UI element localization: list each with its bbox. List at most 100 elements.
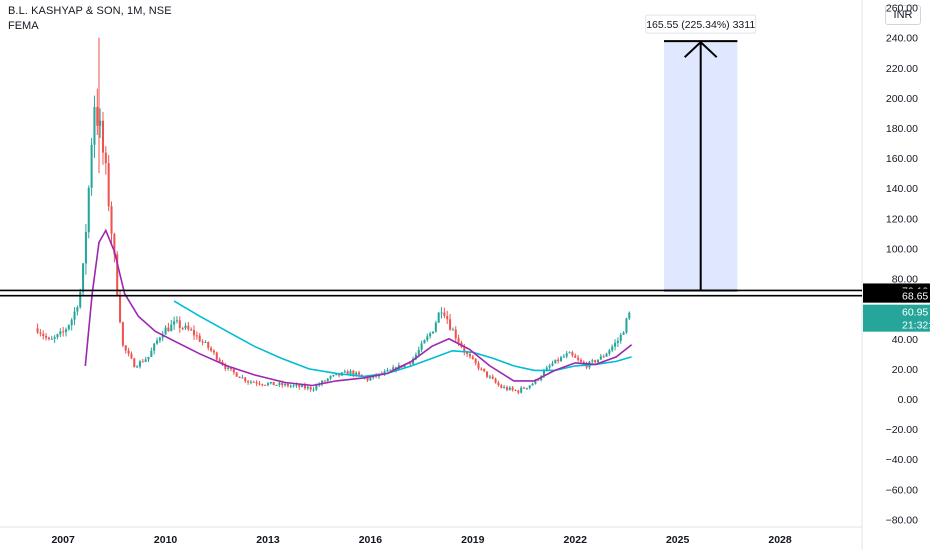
candle-body [616,340,619,343]
candle-body [269,381,272,384]
candle-body [244,377,247,382]
candle-body [466,352,469,355]
candle-body [386,370,389,372]
candle-body [329,376,332,379]
price-axis[interactable]: 260.00 240.00 220.00 200.00 180.00 160.00 140.… [886,3,919,527]
candle-body [437,312,440,323]
candle-body [321,380,324,385]
candle-body [591,360,594,362]
candle-body [119,295,122,323]
candle-body [602,356,605,358]
candle-body [286,383,289,387]
candle-body [366,377,369,381]
candle-body [101,120,105,153]
level-price-tag [863,288,930,303]
x-tick-label: 2028 [768,534,792,546]
candle-body [625,318,628,333]
candle-body [93,106,96,145]
candle-body [107,163,110,207]
candle-body [545,367,548,372]
candle-body [36,328,39,333]
candle-body [45,336,48,338]
candle-body [64,329,68,333]
candle-body [289,385,292,387]
candle-body [227,367,230,369]
candle-body [144,359,147,362]
candle-body [611,346,614,351]
candle-body [579,359,582,362]
candle-body [608,350,611,354]
candle-body [309,386,312,390]
candle-body [79,291,82,308]
x-tick-label: 2013 [256,534,280,546]
candle-body [429,333,432,337]
candle-body [56,334,59,338]
candle-body [84,232,87,264]
candle-body [491,376,494,379]
candle-body [409,363,412,365]
candle-body [352,370,355,376]
candle-body [184,325,187,329]
candle-body [323,380,326,382]
candle-body [488,376,491,378]
candle-body [235,372,238,377]
candle-body [190,329,193,331]
candle-body [113,233,116,255]
candle-body [110,206,113,234]
candle-body [50,338,53,340]
candle-body [369,377,372,381]
candle-body [343,371,346,373]
candle-body [315,385,318,390]
candle-body [517,390,520,393]
candle-body [599,356,602,360]
candle-body [477,363,480,369]
candle-body [335,374,338,376]
candle-body [534,379,537,384]
candle-body [53,337,56,339]
candle-body [187,325,190,330]
candle-body [67,325,70,330]
candle-body [90,144,93,188]
time-axis[interactable]: 2007 2010 2013 2016 2019 2022 2025 2028 [51,534,791,546]
candle-body [258,383,261,385]
candle-body [614,342,617,347]
candle-body [264,384,267,386]
measure-arrow-head [684,40,718,58]
candle-body [431,331,435,334]
candle-body [207,342,210,348]
horizontal-levels[interactable] [0,289,862,297]
candle-body [463,346,466,353]
candle-body [164,327,167,335]
candle-body [295,384,298,386]
candle-body [306,386,309,389]
candle-body [150,350,153,357]
measure-tool[interactable]: 165.55 (225.34%) 3311 [645,14,757,292]
candle-body [412,359,415,364]
candle-body [298,384,301,388]
candle-body [548,365,551,368]
candle-body [284,383,287,386]
candle-body [281,382,284,386]
candle-body [247,381,250,383]
candle-body [594,360,597,363]
candle-body [434,322,437,332]
candle-body [511,387,514,390]
candle-body [252,381,255,383]
candle-body [73,311,76,320]
x-tick-label: 2025 [666,534,690,546]
candle-body [195,335,198,337]
candle-body [523,387,526,389]
candle-body [440,312,443,314]
candle-body [542,371,545,377]
currency-button[interactable]: INR [885,5,921,25]
candle-body [173,321,176,325]
candle-body [278,382,281,385]
candle-body [619,334,622,341]
candle-body [449,319,452,330]
candle-body [104,152,107,164]
candle-body [215,352,218,360]
y-tick-label: 240.00 [886,33,918,45]
x-tick-label: 2010 [154,534,178,546]
